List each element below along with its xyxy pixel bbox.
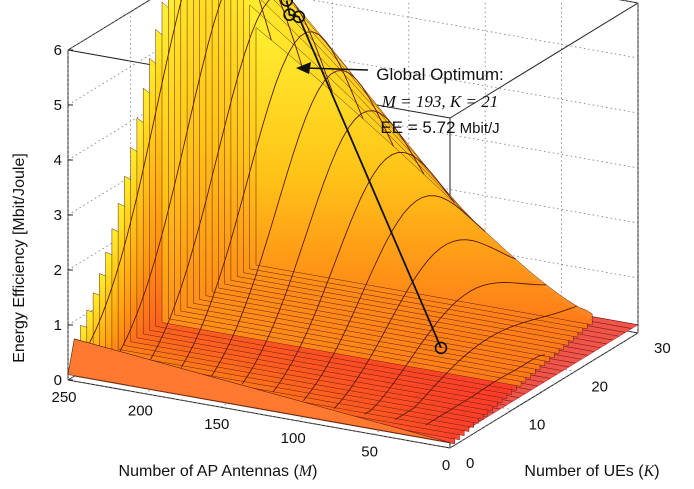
surface-mesh-line: [544, 357, 576, 364]
path-point-marker: [434, 341, 448, 355]
surface-contour: [180, 31, 364, 368]
grid-line: [309, 0, 639, 59]
x-tick-label: 50: [361, 443, 378, 460]
grid-line: [618, 0, 639, 4]
surface-mesh-line: [577, 328, 620, 337]
optimum-star-marker: *: [273, 0, 281, 3]
surface-contour: [364, 282, 547, 415]
y-tick-label: 20: [591, 378, 608, 395]
surface-mesh-line: [558, 345, 595, 352]
surface-contour: [272, 152, 455, 393]
path-point-marker: [280, 0, 293, 7]
path-point-marker: [292, 10, 306, 24]
z-tick-label: 2: [54, 262, 62, 279]
axes-edge: [618, 0, 639, 4]
grid-line: [255, 154, 639, 224]
x-axis-label: Number of AP Antennas (M): [119, 463, 318, 480]
axes-edge: [449, 2, 639, 119]
surface-mesh-line: [592, 316, 639, 326]
x-tick-label: 150: [204, 416, 229, 433]
surface-mesh-line: [573, 332, 613, 341]
z-tick-label: 6: [54, 42, 62, 59]
surface-edge: [67, 338, 451, 443]
surface-mesh-line: [582, 324, 626, 333]
grid-line: [255, 99, 639, 169]
y-tick-label: 0: [466, 455, 474, 472]
grid-line: [67, 0, 241, 106]
y-tick-label: 10: [529, 417, 546, 434]
grid-line: [67, 44, 257, 161]
annotation-coordinates: M = 193, K = 21: [381, 92, 498, 111]
z-tick-label: 0: [54, 372, 62, 389]
global-optimum-annotation: Global Optimum: M = 193, K = 21 EE = 5.7…: [296, 62, 504, 137]
ee-surface: [67, 0, 639, 445]
path-point-marker: [283, 8, 296, 21]
surface-mesh-line: [568, 336, 607, 345]
x-tick-label: 250: [51, 389, 76, 406]
grid-line: [449, 332, 639, 449]
z-axis-label: Energy Efficiency [Mbit/Joule]: [11, 153, 28, 363]
annotation-arrowhead: [296, 62, 311, 74]
z-tick-label: 1: [54, 317, 62, 334]
surface-contour: [150, 0, 333, 360]
z-tick-label: 5: [54, 97, 62, 114]
surface-contour: [333, 239, 516, 410]
surface-contour: [119, 0, 303, 352]
y-tick-label: 30: [654, 340, 671, 357]
annotation-arrow: [304, 67, 369, 71]
x-tick-label: 0: [442, 457, 450, 474]
grid-line: [67, 154, 257, 271]
surface-mesh-line: [587, 320, 632, 329]
surface-mesh-line: [554, 349, 588, 356]
surface-contour: [394, 305, 578, 420]
z-tick-label: 4: [54, 152, 62, 169]
annotation-title: Global Optimum:: [376, 65, 504, 84]
grid-line: [255, 44, 639, 114]
surface-contour: [425, 354, 545, 426]
surface-contour: [303, 195, 486, 401]
surface-mesh-line: [549, 353, 582, 360]
x-tick-label: 100: [281, 430, 306, 447]
x-tick-label: 200: [128, 403, 153, 420]
grid-line: [67, 99, 257, 216]
y-axis-label: Number of UEs (K): [524, 463, 659, 480]
surface-contour: [241, 110, 425, 385]
z-tick-label: 3: [54, 207, 62, 224]
grid-line: [67, 0, 151, 51]
annotation-ee: EE = 5.72 Mbit/J: [380, 118, 499, 137]
optimization-path: *: [273, 0, 448, 355]
surface-slice: [255, 26, 593, 326]
surface-contour: [89, 0, 272, 344]
surface-mesh-line: [563, 340, 601, 349]
grid-line: [67, 379, 451, 449]
surface-contour: [211, 70, 394, 376]
